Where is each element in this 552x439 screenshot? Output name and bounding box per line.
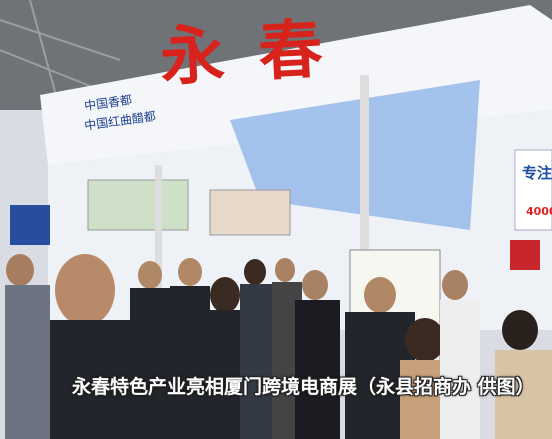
pillar [155,165,162,365]
display-screen [87,179,189,231]
caption: 永春特色产业亮相厦门跨境电商展（永县招商办 供图） [72,376,535,398]
pillar [360,75,369,355]
poster [10,205,50,245]
crowd [5,254,552,439]
product-box [510,240,540,270]
display-screen [209,189,291,236]
blue-banner [230,80,480,230]
panel-text: 专注 [522,164,552,182]
panel-number: 4000 [526,205,552,218]
sign-board [40,5,552,165]
side-panel [514,149,552,231]
sign-title: 永 春 [158,11,331,96]
